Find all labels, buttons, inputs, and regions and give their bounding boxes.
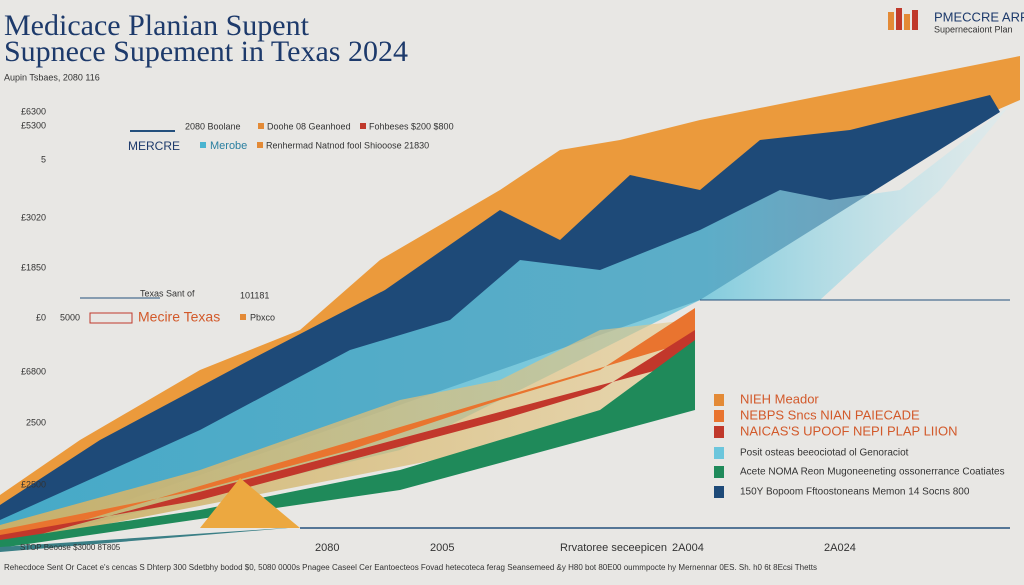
legend-label: Posit osteas beeociotad ol Genoraciot xyxy=(740,448,909,459)
swatch xyxy=(257,142,263,148)
y-labels: £6300 £5300 5 £3020 £1850 £0 £6800 2500 £2500 xyxy=(21,106,46,489)
title: Supnece Supement in Texas 2024 xyxy=(4,35,408,68)
box xyxy=(89,312,133,324)
area-orange-tip xyxy=(200,478,300,528)
x-label: 2A004 xyxy=(672,542,704,554)
annotation: Merobe xyxy=(210,140,247,152)
x-label: 2080 xyxy=(315,542,339,554)
area-green xyxy=(0,340,695,548)
area-teal xyxy=(0,527,300,552)
legend-swatch xyxy=(714,447,724,459)
y-label: £2500 xyxy=(21,479,46,489)
annotation: Mecire Texas xyxy=(138,309,220,325)
annotation: Doohe 08 Geanhoed xyxy=(267,121,351,131)
legend-label: 150Y Bopoom Fftoostoneans Memon 14 Socns… xyxy=(740,487,970,498)
annotation: Fohbeses $200 $800 xyxy=(369,121,454,131)
legend-label: Acete NOMA Reon Mugoneeneting ossonerran… xyxy=(740,467,1005,478)
legend-swatch xyxy=(714,486,724,498)
logo-bar xyxy=(896,8,902,30)
x-labels: STOP Beoose $3000 8T805 2080 2005 Rrvatoree… xyxy=(20,542,856,554)
y-label: £0 xyxy=(36,312,46,322)
y-label: £6800 xyxy=(21,366,46,376)
title: Medicace Planian Supent xyxy=(4,9,310,42)
areas xyxy=(0,56,1020,552)
x-label: 2005 xyxy=(430,542,454,554)
x-label: 2A024 xyxy=(824,542,856,554)
y-label: £6300 xyxy=(21,106,46,116)
legend-label: NAICAS'S UPOOF NEPI PLAP LIION xyxy=(740,423,958,438)
logo-text: PMECCRE ARR xyxy=(934,9,1024,24)
y-label: 2500 xyxy=(26,417,46,427)
annotation: 2080 Boolane xyxy=(185,121,241,131)
area-orange-low xyxy=(0,308,695,545)
y-label: £5300 xyxy=(21,120,46,130)
logo-text: Supernecaiont Plan xyxy=(934,24,1013,34)
footer: Rehecdoce Sent Or Cacet e's cencas S Dht… xyxy=(4,563,817,572)
legend-label: NEBPS Sncs NIAN PAIECADE xyxy=(740,407,920,422)
legend-swatch xyxy=(714,466,724,478)
logo-bar xyxy=(904,14,910,30)
annotation: 5000 xyxy=(60,312,80,322)
logo-bar xyxy=(888,12,894,30)
legend-swatch xyxy=(714,410,724,422)
y-label: 5 xyxy=(41,154,46,164)
area-tan xyxy=(0,320,690,545)
annotation: Pbxco xyxy=(250,312,275,322)
y-label: £1850 xyxy=(21,262,46,272)
x-label: Rrvatoree seceepicen xyxy=(560,542,667,554)
area-blue xyxy=(0,105,1010,545)
annotation: Renhermad Natnod fool Shiooose 21830 xyxy=(266,140,429,150)
swatch xyxy=(258,123,264,129)
y-label: £3020 xyxy=(21,212,46,222)
swatch xyxy=(200,142,206,148)
area-red xyxy=(0,330,695,545)
swatch xyxy=(240,314,246,320)
subtitle: Aupin Tsbaes, 2080 116 xyxy=(4,72,100,82)
logo-bar xyxy=(912,10,918,30)
annotation: Texas Sant of xyxy=(140,288,195,298)
x-label: STOP Beoose $3000 8T805 xyxy=(20,543,121,552)
legend-label: NIEH Meador xyxy=(740,391,819,406)
legend-swatch xyxy=(714,426,724,438)
swatch xyxy=(360,123,366,129)
legend-swatch xyxy=(714,394,724,406)
annotation: 101181 xyxy=(240,290,269,300)
annotation: MERCRE xyxy=(128,139,180,153)
